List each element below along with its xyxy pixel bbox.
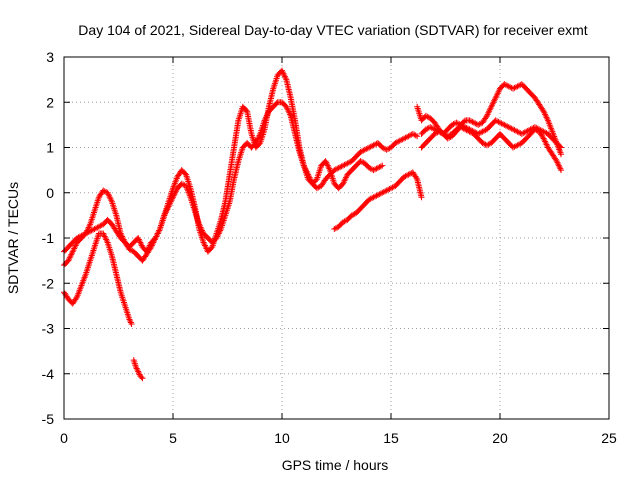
y-axis-label: SDTVAR / TECUs: [5, 182, 21, 294]
series-trace-g: [418, 124, 565, 174]
data-point: [418, 194, 425, 201]
data-point: [128, 320, 135, 327]
y-tick-label: -4: [42, 366, 55, 382]
data-point: [273, 100, 280, 107]
data-point: [411, 131, 418, 138]
data-point: [413, 174, 420, 181]
data-point: [558, 151, 565, 158]
series-trace-f: [414, 81, 565, 158]
y-tick-label: 1: [46, 140, 54, 156]
x-tick-label: 0: [60, 430, 68, 446]
data-point: [243, 107, 250, 114]
data-point: [139, 375, 146, 382]
data-point: [476, 121, 483, 128]
data-point: [414, 133, 421, 140]
y-tick-label: 2: [46, 94, 54, 110]
series-trace-d: [130, 357, 146, 382]
data-point: [332, 225, 339, 232]
data-point: [385, 146, 392, 153]
y-tick-label: 3: [46, 49, 54, 65]
chart-title: Day 104 of 2021, Sidereal Day-to-day VTE…: [78, 22, 587, 38]
data-point: [558, 167, 565, 174]
series-trace-b: [61, 99, 421, 264]
data-point: [138, 374, 145, 381]
data-point: [485, 141, 492, 148]
ticks: [63, 56, 610, 420]
x-axis-label: GPS time / hours: [282, 457, 389, 473]
series-trace-h: [418, 117, 565, 151]
y-tick-labels: -5 -4 -3 -2 -1 0 1 2 3: [42, 49, 55, 427]
y-tick-label: 0: [46, 185, 54, 201]
x-tick-labels: 0 5 10 15 20 25: [60, 430, 617, 446]
x-tick-label: 15: [383, 430, 399, 446]
data-point: [558, 144, 565, 151]
data-point: [377, 163, 384, 170]
data-point: [379, 162, 386, 169]
series-trace-e: [331, 169, 425, 232]
data-point: [412, 132, 419, 139]
x-tick-label: 10: [274, 430, 290, 446]
plot-points: [61, 67, 565, 382]
y-tick-label: -3: [42, 321, 55, 337]
y-tick-label: -2: [42, 275, 55, 291]
x-tick-label: 5: [169, 430, 177, 446]
x-tick-label: 25: [601, 430, 617, 446]
data-point: [73, 295, 80, 302]
y-tick-label: -5: [42, 411, 55, 427]
series-trace-c: [61, 230, 135, 327]
data-point: [556, 143, 563, 150]
grid-lines: [64, 57, 609, 419]
y-tick-label: -1: [42, 230, 55, 246]
x-tick-label: 20: [492, 430, 508, 446]
